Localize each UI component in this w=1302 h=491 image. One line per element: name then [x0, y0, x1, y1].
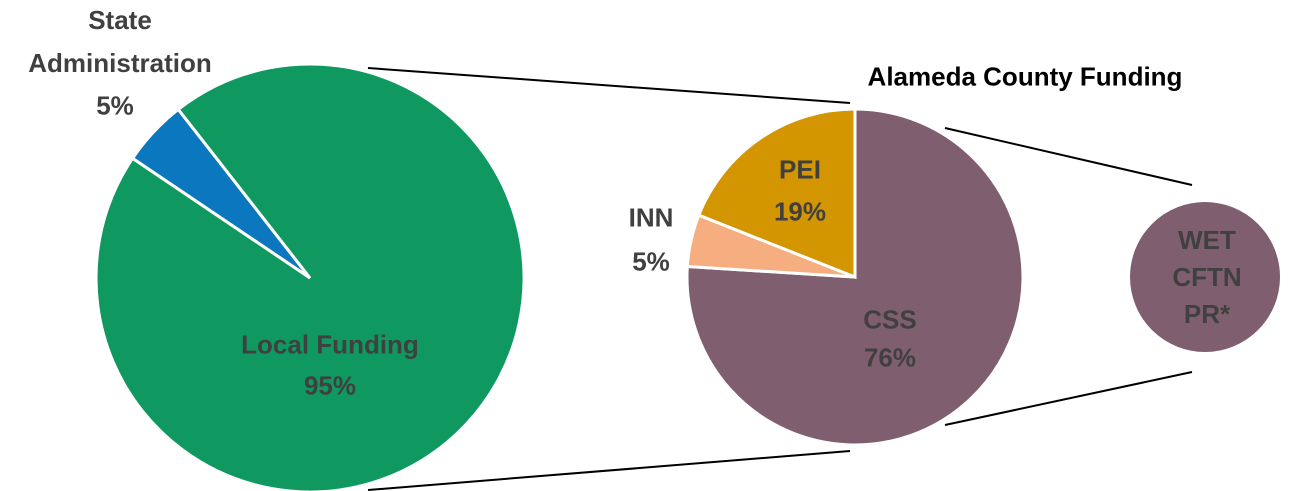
connector	[944, 371, 1193, 426]
category-label: CSS	[863, 304, 917, 335]
pie-slice	[94, 62, 526, 491]
value-label: 95%	[303, 370, 357, 401]
category-label: Local Funding	[241, 329, 419, 360]
inset-label: WET	[1178, 225, 1236, 255]
inset-label: PR*	[1183, 299, 1231, 329]
value-label: 5%	[632, 246, 670, 277]
value-label: 5%	[96, 90, 134, 121]
value-label: 76%	[863, 342, 917, 373]
category-label: INN	[628, 202, 674, 233]
inset-circle	[1128, 200, 1282, 354]
pie-slice	[696, 107, 857, 280]
chart-title: Alameda County Funding	[867, 61, 1183, 92]
pie-slice	[685, 107, 1025, 447]
inset-label: CFTN	[1172, 262, 1242, 292]
value-label: 19%	[773, 196, 827, 227]
category-label: PEI	[779, 154, 821, 185]
category-label: State Administration	[28, 5, 212, 78]
connector	[367, 450, 851, 491]
connector	[944, 127, 1193, 186]
connector	[367, 67, 851, 104]
